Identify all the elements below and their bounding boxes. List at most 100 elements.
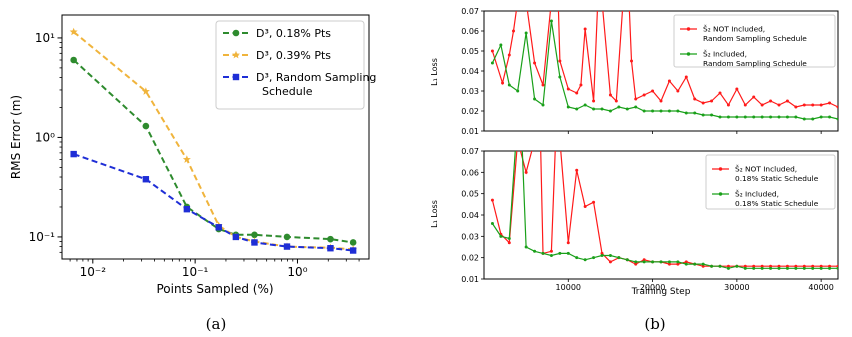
chart-b-bottom-legend-marker bbox=[718, 192, 723, 196]
chart-b-bottom-point bbox=[811, 266, 815, 270]
chart-b-bottom-point bbox=[743, 266, 747, 270]
chart-b-top-point bbox=[550, 0, 553, 3]
chart-b-top-point bbox=[718, 91, 722, 95]
chart-b-bottom-point bbox=[828, 264, 832, 268]
chart-b-bottom-point bbox=[554, 139, 557, 142]
chart-b-top-point bbox=[558, 75, 562, 79]
chart-b-top-point bbox=[726, 115, 730, 119]
chart-b-top-point bbox=[819, 115, 823, 119]
chart-b-top-point bbox=[608, 109, 612, 113]
chart-b-top-point bbox=[794, 115, 798, 119]
chart-a-series-0 bbox=[70, 56, 357, 246]
chart-b-bottom-point bbox=[566, 251, 570, 255]
chart-b-bottom-point bbox=[701, 264, 705, 268]
chart-a-legend-label: D³, Random Sampling Schedule bbox=[256, 71, 376, 98]
chart-b-bottom-point bbox=[819, 264, 823, 268]
chart-b-top-point bbox=[642, 109, 646, 113]
chart-b-top-point bbox=[667, 109, 671, 113]
chart-b-top-point bbox=[651, 109, 655, 113]
chart-b-bottom-point bbox=[634, 260, 638, 264]
chart-b-bottom-point bbox=[575, 168, 579, 172]
chart-a-series-2 bbox=[70, 150, 357, 254]
chart-b-top-y-tick-label: 0.04 bbox=[461, 67, 479, 76]
chart-b-bottom-point bbox=[802, 266, 806, 270]
chart-b-top-point bbox=[684, 75, 688, 79]
chart-a-y-tick-label: 10⁻¹ bbox=[29, 230, 56, 244]
chart-b-top-point bbox=[634, 97, 638, 101]
chart-b-top-point bbox=[630, 59, 633, 63]
chart-b-bottom-point bbox=[676, 262, 680, 266]
chart-b-top-point bbox=[592, 107, 596, 111]
chart-b-bottom-legend-marker bbox=[718, 167, 723, 171]
chart-b-bottom-point bbox=[659, 260, 663, 264]
chart-b-top-point bbox=[726, 103, 730, 107]
chart-b-bottom-y-tick-label: 0.02 bbox=[461, 254, 479, 263]
chart-b-bottom-point bbox=[642, 258, 646, 262]
chart-b-bottom-point bbox=[520, 139, 523, 142]
chart-a-point bbox=[283, 233, 291, 241]
chart-b-bottom-y-tick-label: 0.01 bbox=[461, 275, 479, 284]
chart-b-bottom-point bbox=[651, 260, 655, 264]
chart-b-bottom-point bbox=[642, 260, 646, 264]
chart-b-top-point bbox=[583, 27, 587, 31]
chart-b-bottom-x-tick-label: 10000 bbox=[556, 283, 581, 292]
chart-b-bottom-point bbox=[726, 264, 730, 268]
chart-b-top-point bbox=[533, 97, 537, 101]
chart-b-top-y-tick-label: 0.05 bbox=[461, 47, 479, 56]
chart-a-series-line bbox=[73, 59, 354, 244]
chart-b-top-point bbox=[608, 93, 612, 97]
chart-b-top-point bbox=[701, 101, 705, 105]
chart-b-top-point bbox=[693, 111, 697, 115]
chart-b-top-point bbox=[735, 115, 739, 119]
chart-b-bottom-legend-label: Š₂ NOT Included, 0.18% Static Schedule bbox=[735, 165, 819, 184]
chart-b-bottom-point bbox=[811, 264, 815, 268]
chart-a-point bbox=[251, 239, 258, 246]
chart-b-bottom-point bbox=[608, 254, 612, 258]
chart-a-legend-marker bbox=[232, 29, 240, 37]
chart-b-bottom-point bbox=[524, 170, 528, 174]
chart-b-bottom-point bbox=[760, 266, 764, 270]
chart-b-top-legend-label: Š₂ Included, Random Sampling Schedule bbox=[703, 50, 807, 69]
chart-b-top-point bbox=[760, 103, 764, 107]
chart-b-top-point bbox=[777, 103, 781, 107]
chart-b-bottom: 0.01 0.02 0.03 0.04 0.05 0.06 0.07 10000 20000 30… bbox=[430, 139, 839, 297]
chart-b-bottom-point bbox=[533, 249, 537, 253]
chart-b-top-point bbox=[614, 99, 618, 103]
chart-b-top-point bbox=[601, 0, 604, 3]
chart-a-point bbox=[283, 243, 291, 250]
chart-b-bottom-point bbox=[836, 266, 838, 270]
chart-b-top-point bbox=[541, 83, 545, 87]
chart-b-top-point bbox=[642, 93, 646, 97]
chart-b-top-point bbox=[625, 107, 629, 111]
chart-b-bottom-point bbox=[566, 241, 570, 245]
chart-b-top-point bbox=[684, 111, 688, 115]
chart-b-top-point bbox=[501, 81, 505, 85]
chart-b-top-point bbox=[575, 107, 579, 111]
chart-a-point bbox=[232, 233, 240, 241]
chart-b-bottom-point bbox=[794, 264, 798, 268]
chart-b-bottom-point bbox=[617, 256, 621, 260]
chart-b-top-point bbox=[575, 91, 579, 95]
chart-b-top-point bbox=[634, 105, 638, 109]
chart-b-bottom-point bbox=[710, 264, 714, 268]
chart-b-bottom-point bbox=[608, 260, 612, 264]
chart-b-top-point bbox=[566, 105, 570, 109]
chart-a-point bbox=[327, 235, 334, 243]
chart-b-bottom-point bbox=[701, 262, 705, 266]
chart-b-bottom-legend-label: Š₂ Included, 0.18% Static Schedule bbox=[735, 190, 819, 209]
chart-b-top-y-tick-label: 0.01 bbox=[461, 127, 479, 136]
chart-b-top-point bbox=[507, 53, 511, 57]
chart-b-bottom-point bbox=[499, 234, 503, 238]
chart-b-top-point bbox=[499, 43, 503, 47]
chart-a-point bbox=[327, 245, 334, 252]
chart-b-bottom-xlabel: Training Step bbox=[631, 287, 691, 297]
chart-a-xlabel: Points Sampled (%) bbox=[156, 282, 273, 296]
chart-b-bottom-point bbox=[516, 139, 519, 142]
chart-b-top-point bbox=[836, 105, 838, 109]
chart-b-top-point bbox=[769, 99, 773, 103]
chart-b-bottom-point bbox=[575, 256, 579, 260]
chart-b-top-point bbox=[836, 117, 838, 121]
chart-b-top-point bbox=[828, 115, 832, 119]
chart-b-top-point bbox=[811, 103, 815, 107]
chart-a-point bbox=[349, 247, 357, 254]
